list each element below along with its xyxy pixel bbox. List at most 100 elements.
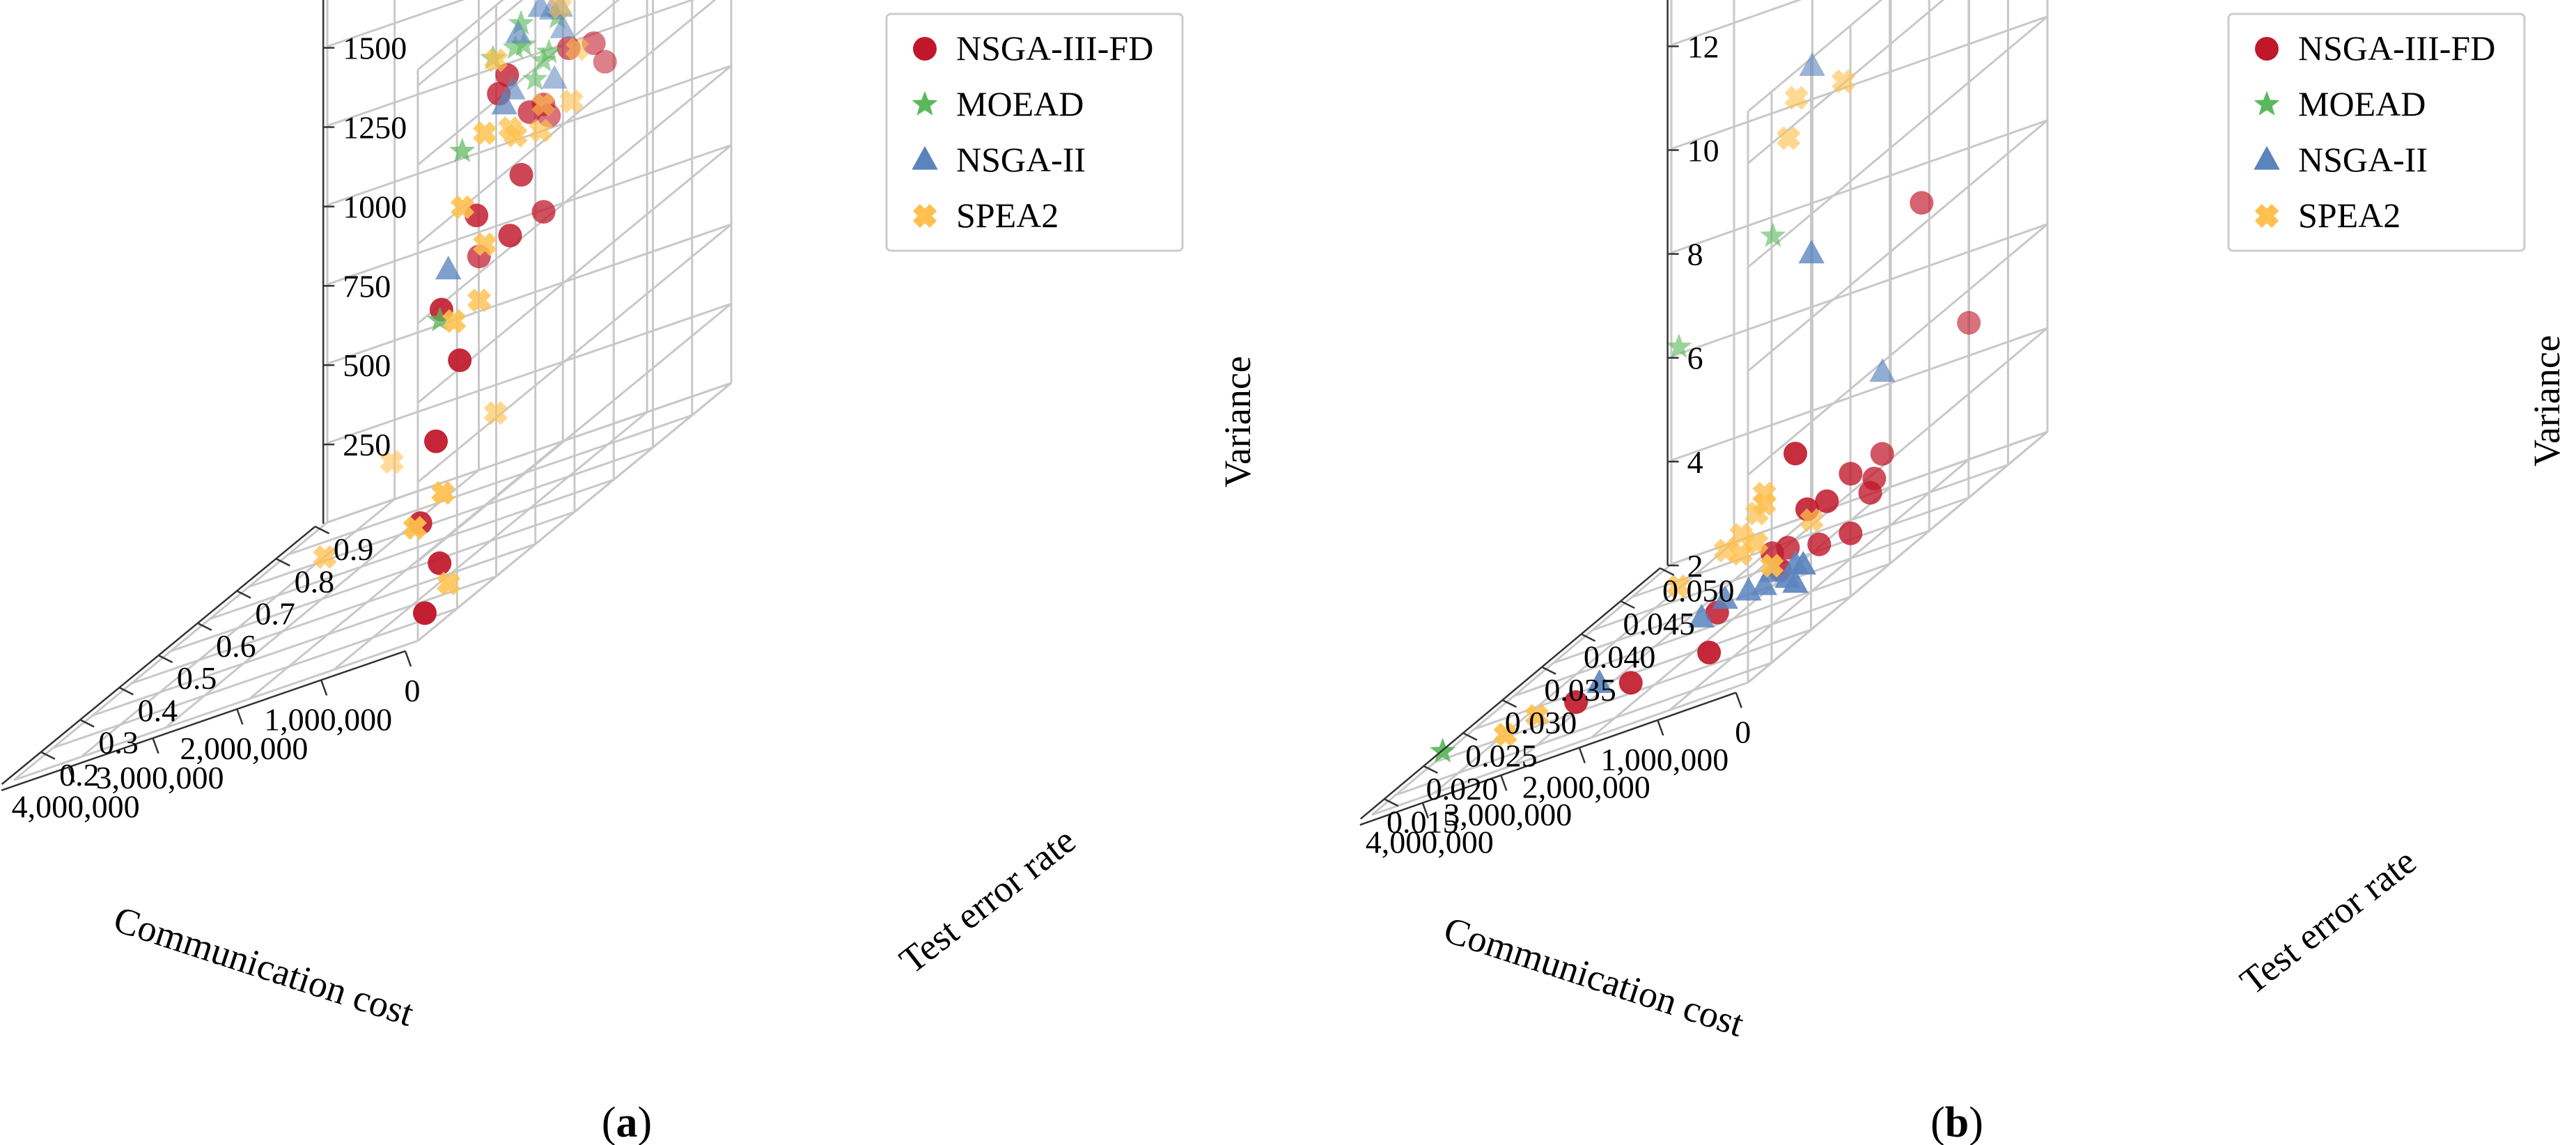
back-wall-gridline (327, 0, 465, 48)
data-point (1586, 669, 1613, 693)
pane-edge (417, 0, 504, 71)
legend-label: MOEAD (2298, 84, 2426, 123)
data-point (559, 89, 584, 114)
panel-b-legend: NSGA-III-FD MOEAD NSGA-II SPEA2 (2227, 13, 2526, 252)
z-tick-label: 750 (343, 268, 391, 304)
data-point (1910, 191, 1934, 215)
legend-marker (2255, 37, 2279, 61)
data-point (1712, 585, 1738, 609)
data-point (1774, 564, 1801, 589)
panel-b-grid (1371, 0, 2049, 816)
data-point (1760, 554, 1784, 578)
data-point (505, 20, 531, 44)
x-tick-mark (1657, 719, 1664, 736)
back-wall-gridline (327, 143, 732, 286)
y-tick-mark (315, 525, 330, 535)
side-wall-gridline (417, 65, 732, 325)
side-wall-gridline (1747, 223, 2048, 476)
z-tick-label: 2 (1687, 548, 1703, 584)
legend-marker (2254, 91, 2280, 116)
data-point (473, 121, 497, 146)
back-wall-gridline (327, 223, 732, 365)
y-tick-label: 0.2 (59, 757, 100, 793)
x-tick-mark (404, 651, 412, 667)
data-point (530, 47, 556, 72)
data-point (1688, 603, 1715, 628)
data-point (508, 10, 534, 35)
legend-box (885, 13, 1184, 252)
data-point (431, 481, 455, 505)
back-wall-gridline (1671, 327, 2048, 462)
floor-gridline (1669, 458, 1970, 711)
data-point (491, 91, 517, 115)
legend-item: NSGA-II (912, 140, 1086, 179)
y-axis-line (1359, 567, 1661, 820)
data-point (498, 224, 522, 248)
legend-item: SPEA2 (912, 196, 1059, 235)
floor-gridline (1395, 662, 1772, 796)
legend-label: SPEA2 (956, 196, 1059, 235)
side-wall-gridline (417, 0, 524, 86)
side-wall-gridline (1747, 0, 1945, 164)
data-point (1524, 703, 1549, 728)
legend-item: NSGA-III-FD (913, 29, 1153, 68)
pane-edge (417, 382, 732, 642)
z-tick-label: 10 (1687, 133, 1719, 169)
data-point (1799, 52, 1825, 77)
data-point (448, 348, 472, 373)
legend-label: NSGA-III-FD (2298, 29, 2495, 68)
y-tick-mark (197, 622, 212, 631)
panel-b-ylabel: Test error rate (2232, 840, 2423, 1002)
z-tick-label: 6 (1687, 341, 1703, 376)
data-point (1729, 522, 1754, 547)
data-point (1782, 550, 1809, 574)
data-point (1839, 462, 1863, 486)
floor-gridline (1513, 563, 1891, 697)
y-tick-label: 0.7 (255, 596, 295, 632)
x-tick-label: 0 (1735, 714, 1751, 749)
data-point (313, 545, 337, 569)
floor-gridline (52, 607, 458, 749)
data-point (498, 116, 522, 141)
pane-edge (327, 382, 732, 524)
data-point (536, 38, 562, 63)
pane-edge (1747, 430, 2048, 684)
legend-label: SPEA2 (2298, 196, 2401, 235)
data-point (427, 306, 453, 332)
y-tick-mark (236, 590, 251, 599)
side-wall-gridline (417, 224, 732, 483)
pane-edge (1371, 563, 1672, 816)
x-tick-mark (1500, 774, 1508, 791)
panel-a: 0 1,000,0002,000,0003,000,0004,000,0000.2… (1, 0, 1258, 1145)
data-point (509, 162, 533, 187)
data-point (1618, 671, 1643, 695)
data-point (449, 137, 476, 162)
legend-label: NSGA-II (956, 140, 1086, 179)
legend-label: MOEAD (956, 84, 1084, 123)
data-point (436, 571, 460, 595)
z-tick-label: 1000 (343, 189, 407, 224)
floor-gridline (170, 511, 575, 653)
x-tick-mark (236, 708, 244, 725)
panel-a-ticks: 0 1,000,0002,000,0003,000,0004,000,0000.2… (1, 0, 421, 824)
x-tick-label: 2,000,000 (1522, 770, 1650, 805)
data-point (522, 65, 548, 91)
data-point (1832, 69, 1856, 93)
x-tick-mark (152, 738, 159, 754)
y-tick-label: 0.020 (1426, 771, 1499, 807)
panel-a-label: (a) (602, 1099, 652, 1145)
panel-a-xlabel: Communication cost (109, 898, 419, 1034)
data-point (473, 232, 497, 256)
z-tick-label: 8 (1687, 237, 1703, 272)
y-tick-label: 0.035 (1544, 672, 1616, 708)
y-tick-label: 0.5 (177, 660, 217, 696)
legend-marker (912, 91, 938, 116)
y-tick-mark (1501, 699, 1517, 708)
y-tick-label: 0.4 (138, 692, 178, 728)
y-tick-mark (1620, 600, 1635, 609)
pane-edge (1371, 681, 1749, 816)
data-point (531, 200, 556, 224)
y-tick-label: 0.030 (1505, 705, 1577, 740)
data-point (1957, 311, 1981, 335)
back-wall-gridline (327, 302, 732, 444)
